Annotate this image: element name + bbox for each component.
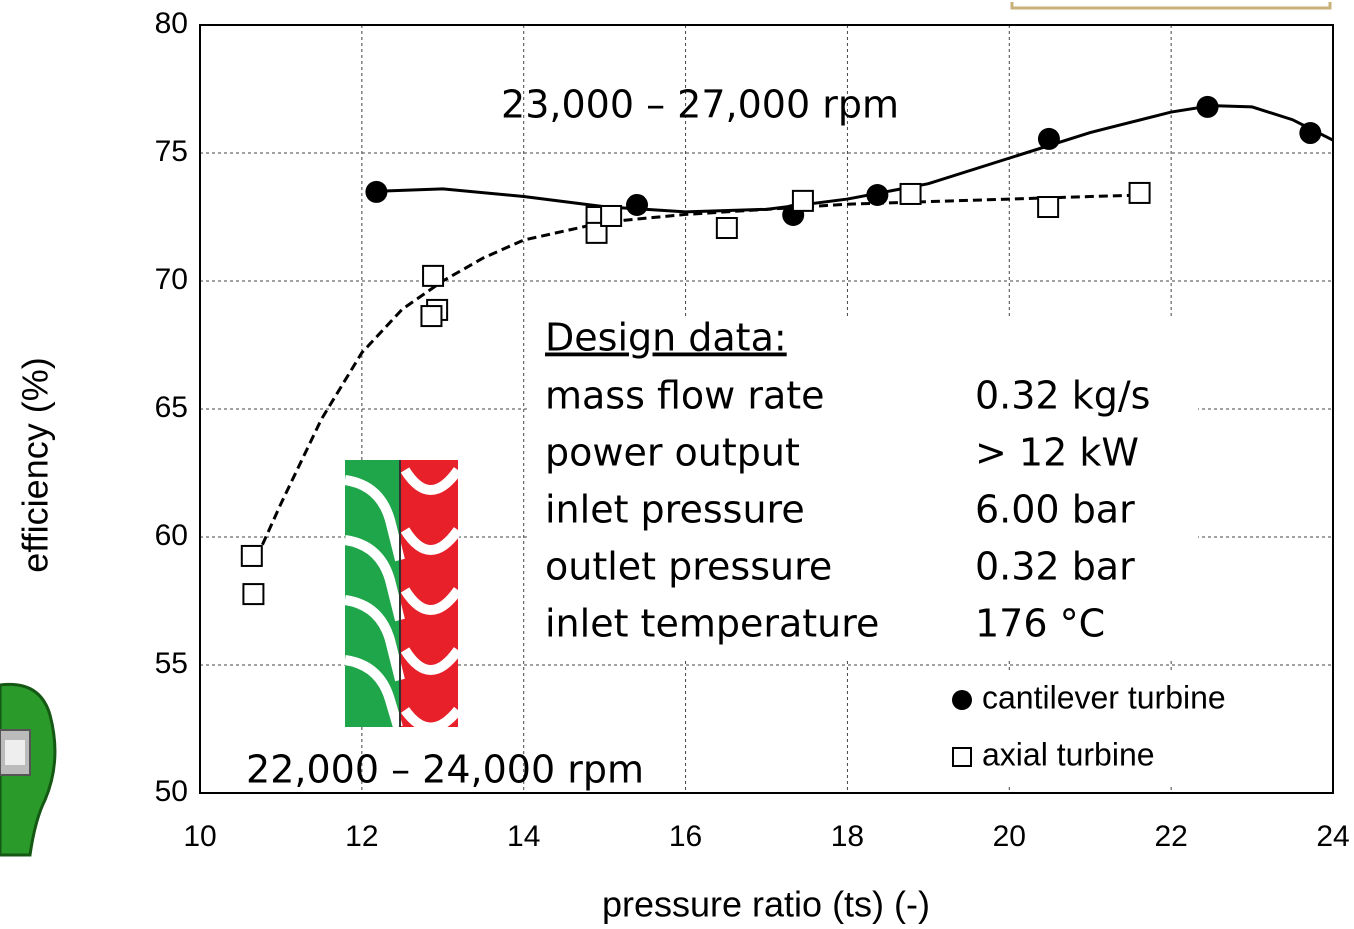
x-tick-label: 20 <box>993 820 1026 853</box>
point <box>1196 95 1219 118</box>
point <box>1299 122 1322 145</box>
design-label: outlet pressure <box>545 545 832 589</box>
x-tick-label: 14 <box>507 820 540 853</box>
design-label: mass flow rate <box>545 374 825 418</box>
y-tick-label: 60 <box>155 519 188 552</box>
y-tick-label: 65 <box>155 391 188 424</box>
trend-line <box>373 104 1334 214</box>
design-label: power output <box>545 431 800 475</box>
point <box>1037 127 1060 150</box>
legend-label: cantilever turbine <box>982 679 1226 715</box>
point <box>866 183 889 206</box>
design-label: inlet temperature <box>545 602 879 646</box>
design-value: 6.00 bar <box>975 488 1135 532</box>
point <box>242 583 265 606</box>
design-box <box>530 316 1198 661</box>
legend-box <box>940 672 1290 784</box>
blade-picture <box>344 460 463 733</box>
decor-bracket <box>1010 2 1332 10</box>
y-tick-label: 70 <box>155 263 188 296</box>
design-value: 0.32 bar <box>975 545 1135 589</box>
point <box>365 180 388 203</box>
plot-frame <box>199 24 1334 794</box>
x-tick-label: 12 <box>345 820 378 853</box>
y-tick-label: 75 <box>155 135 188 168</box>
point <box>715 217 738 240</box>
x-axis-label: pressure ratio (ts) (-) <box>602 884 930 925</box>
x-tick-label: 24 <box>1316 820 1349 853</box>
point <box>600 204 623 227</box>
design-heading: Design data: <box>545 316 787 360</box>
x-tick-label: 22 <box>1154 820 1187 853</box>
legend-marker <box>952 747 972 767</box>
design-value: 176 °C <box>975 602 1105 646</box>
design-value: > 12 kW <box>975 431 1139 475</box>
point <box>626 193 649 216</box>
y-tick-label: 55 <box>155 647 188 680</box>
design-value: 0.32 kg/s <box>975 374 1150 418</box>
point <box>240 544 263 567</box>
x-tick-label: 18 <box>831 820 864 853</box>
design-label: inlet pressure <box>545 488 805 532</box>
y-tick-label: 50 <box>155 775 188 808</box>
point <box>420 305 443 328</box>
legend-marker <box>952 690 972 710</box>
point <box>1037 196 1060 219</box>
turbine-illustration <box>0 682 57 857</box>
point <box>899 182 922 205</box>
y-tick-label: 80 <box>155 7 188 40</box>
point <box>791 189 814 212</box>
x-tick-label: 16 <box>669 820 702 853</box>
legend-label: axial turbine <box>982 736 1155 772</box>
annotation: 22,000 – 24,000 rpm <box>246 748 644 792</box>
y-axis-label: efficiency (%) <box>15 357 56 572</box>
x-tick-label: 10 <box>183 820 216 853</box>
point <box>422 264 445 287</box>
annotation: 23,000 – 27,000 rpm <box>501 83 899 127</box>
point <box>585 221 608 244</box>
point <box>1128 181 1151 204</box>
